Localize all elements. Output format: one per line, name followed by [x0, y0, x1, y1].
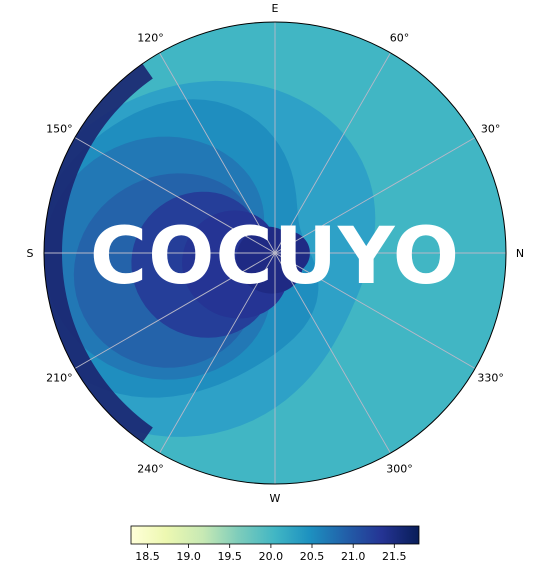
direction-label-north: N [516, 247, 524, 260]
angle-label-300: 300° [386, 463, 413, 476]
colorbar-tick-label: 19.0 [176, 550, 201, 562]
colorbar-gradient [131, 526, 419, 544]
colorbar-tick-label: 21.0 [341, 550, 366, 562]
colorbar-tick-label: 20.0 [259, 550, 284, 562]
angle-label-60: 60° [390, 31, 410, 44]
angle-label-240: 240° [137, 463, 164, 476]
watermark-text: COCUYO [90, 212, 460, 302]
direction-label-east: E [272, 2, 279, 15]
colorbar: 18.5 19.0 19.5 20.0 20.5 21.0 21.5 [131, 526, 419, 562]
direction-label-west: W [270, 492, 281, 505]
angle-label-120: 120° [137, 31, 164, 44]
colorbar-ticks: 18.5 19.0 19.5 20.0 20.5 21.0 21.5 [135, 544, 406, 562]
colorbar-tick-label: 21.5 [382, 550, 407, 562]
angle-label-30: 30° [481, 123, 501, 136]
angle-label-210: 210° [46, 372, 73, 385]
angle-label-150: 150° [46, 123, 73, 136]
colorbar-tick-label: 18.5 [135, 550, 160, 562]
direction-label-south: S [27, 247, 34, 260]
colorbar-tick-label: 19.5 [217, 550, 242, 562]
colorbar-tick-label: 20.5 [300, 550, 325, 562]
angle-label-330: 330° [477, 372, 504, 385]
